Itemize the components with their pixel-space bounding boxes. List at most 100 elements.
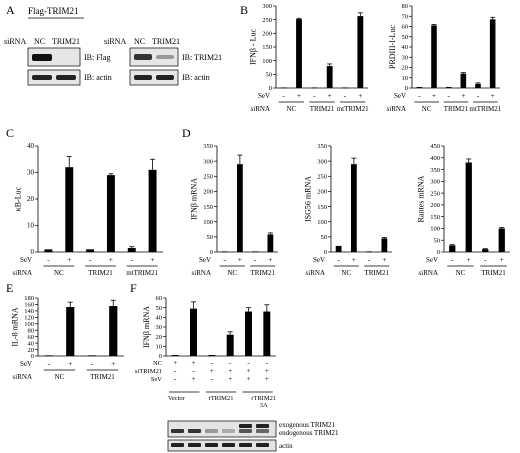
chart-1-y-tick-label: 60 — [402, 24, 409, 31]
chart-6-y-tick-label: 40 — [28, 340, 35, 347]
chart-2-y-tick-label: 40 — [27, 142, 35, 150]
chart-1-group-label: NC — [422, 105, 432, 113]
chart-5-y-tick-label: 0 — [437, 249, 440, 256]
chart-7-y-tick-label: 40 — [156, 315, 163, 322]
chart-1-y-tick-label: 40 — [402, 44, 409, 51]
chart-1-y-tick-label: 0 — [405, 85, 408, 92]
chart-6-sev-mark: + — [111, 359, 115, 368]
chart-6-bar — [44, 355, 53, 357]
chart-1-bar — [475, 83, 481, 88]
chart-4-y-tick-label: 150 — [317, 204, 327, 211]
chart-7-bar — [226, 334, 234, 356]
chart-0-sev-mark: + — [297, 91, 301, 100]
chart-0-bar — [280, 87, 287, 89]
chart-3-sev-mark: + — [238, 255, 242, 264]
chart-7-row-mark: - — [211, 375, 214, 383]
chart-0-bar — [357, 16, 364, 88]
chart-0-bar — [342, 87, 348, 89]
chart-7-row-label: SeV — [151, 376, 163, 383]
chart-3-bar — [221, 251, 228, 253]
chart-3-y-tick-label: 300 — [203, 158, 213, 165]
chart-4-bar — [381, 238, 388, 252]
panel-label-a: A — [6, 3, 15, 17]
chart-1-sev-mark: + — [461, 91, 465, 100]
chart-6-y-tick-label: 120 — [24, 315, 34, 322]
chart-0-sev-mark: + — [328, 91, 332, 100]
chart-7-bar — [263, 311, 271, 356]
chart-7-row-mark: + — [265, 367, 269, 375]
chart-4-y-tick-label: 350 — [317, 143, 327, 150]
chart-6-y-tick-label: 180 — [24, 295, 34, 302]
chart-3-sev-mark: - — [254, 255, 257, 264]
chart-2-y-tick-label: 10 — [27, 222, 35, 230]
blot-a-left-flag — [27, 47, 81, 67]
chart-7-row-mark: - — [229, 359, 232, 367]
chart-5-y-tick-label: 400 — [430, 155, 440, 162]
chart-1-bar — [431, 25, 437, 89]
chart-2-sev-mark: - — [89, 255, 92, 264]
blot-a-ib-trim21: IB: TRIM21 — [182, 53, 222, 62]
chart-0-sirna-label: siRNA — [251, 105, 270, 113]
chart-4-y-tick-label: 300 — [317, 158, 327, 165]
chart-3-y-label: IFNβ mRNA — [189, 178, 198, 220]
chart-6-group-label: TRIM21 — [90, 373, 115, 381]
chart-7-row-mark: + — [228, 367, 232, 375]
blot-a-lane-left-2: TRIM21 — [52, 37, 80, 46]
chart-2-bar — [148, 169, 157, 252]
chart-2-group: 0 10 20 30 40 κB-Luc SeV - + - + - + siRNA NC TRIM21 mtT… — [13, 142, 163, 277]
chart-1-y-tick-label: 80 — [402, 3, 409, 10]
chart-0-sev-mark: + — [358, 91, 362, 100]
chart-3-sirna-label: siRNA — [192, 269, 211, 277]
blot-f-label-endogenous: endogenous TRIM21 — [279, 429, 339, 437]
chart-1-sev-label: SeV — [394, 92, 406, 100]
chart-0-group-label: mtTRIM21 — [337, 105, 369, 113]
blot-a-lane-right-2: TRIM21 — [152, 37, 180, 46]
chart-1-y-tick-label: 70 — [402, 13, 409, 20]
chart-7-y-tick-label: 0 — [159, 353, 162, 360]
chart-3-bar — [267, 234, 274, 252]
chart-3-y-tick-label: 50 — [207, 234, 214, 241]
chart-0-y-tick-label: 300 — [262, 3, 272, 10]
chart-2-y-label: κB-Luc — [13, 186, 22, 211]
chart-6-y-tick-label: 20 — [28, 347, 35, 354]
blot-a-ib-actin-left: IB: actin — [84, 73, 112, 82]
chart-4-group-label: TRIM21 — [365, 269, 390, 277]
chart-7-bar — [208, 355, 216, 356]
chart-7-row-mark: + — [265, 375, 269, 383]
chart-5-bar — [498, 228, 505, 252]
chart-4-y-tick-label: 50 — [321, 234, 328, 241]
chart-4-bar — [366, 251, 373, 253]
chart-5-group-label: TRIM21 — [481, 269, 506, 277]
chart-4-y-tick-label: 200 — [317, 189, 327, 196]
chart-7-row-mark: + — [228, 375, 232, 383]
panel-label-b: B — [240, 3, 248, 17]
chart-0-y-tick-label: 0 — [269, 85, 272, 92]
chart-6-y-tick-label: 100 — [24, 321, 34, 328]
chart-7-group-label: rTRIM21 — [209, 395, 234, 402]
chart-4-sev-mark: - — [337, 255, 340, 264]
chart-1-bar — [416, 86, 423, 88]
chart-5-sev-mark: + — [500, 255, 504, 264]
chart-6-sev-mark: - — [48, 359, 51, 368]
chart-1-sev-mark: - — [418, 91, 421, 100]
chart-5-bar — [449, 245, 456, 252]
chart-7-bar — [245, 311, 252, 356]
chart-5-y-tick-label: 50 — [434, 237, 441, 244]
chart-7-row-label: NC — [153, 360, 162, 367]
chart-2-y-tick-label: 20 — [27, 195, 35, 203]
chart-5-y-label: Rantes mRNA — [416, 175, 425, 222]
chart-0-sev-mark: - — [313, 91, 316, 100]
blot-f-label-actin: actin — [279, 442, 293, 450]
chart-1-bar — [445, 86, 452, 88]
blot-a-lane-right-1: NC — [134, 37, 145, 46]
chart-1-y-tick-label: 30 — [402, 54, 409, 61]
chart-0-y-tick-label: 100 — [262, 58, 272, 65]
chart-3-y-tick-label: 0 — [210, 249, 213, 256]
chart-4-sev-label: SeV — [313, 256, 325, 264]
chart-6-y-tick-label: 0 — [31, 353, 34, 360]
chart-6-sev-mark: - — [91, 359, 94, 368]
chart-3-group: 0 50 100 150 200 250 300 350 IFNβ mRNA SeV - + - + siR… — [189, 143, 278, 277]
chart-7-group-label: 3A — [260, 402, 268, 409]
